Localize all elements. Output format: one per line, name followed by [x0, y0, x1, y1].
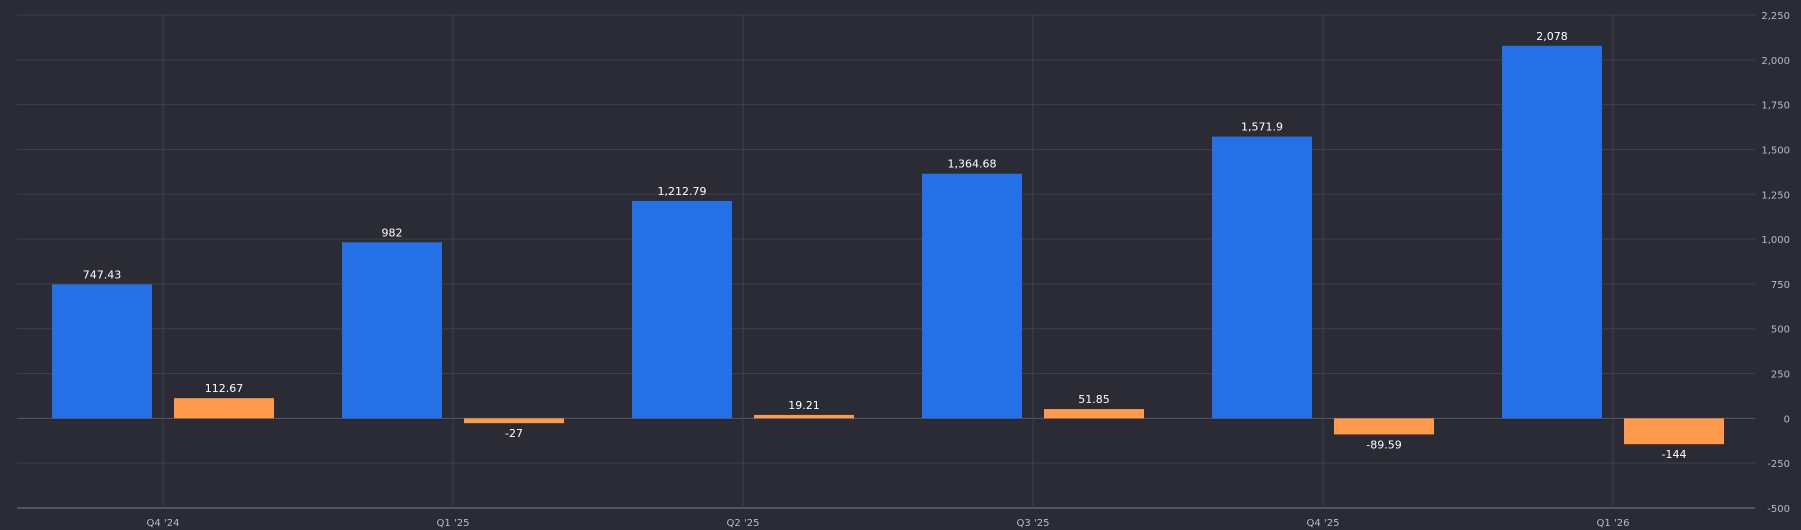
bar-series1 — [1212, 136, 1312, 419]
y-tick-label: 0 — [1784, 414, 1790, 425]
y-tick-label: 2,250 — [1761, 11, 1790, 22]
x-tick-label: Q4 '24 — [147, 518, 180, 529]
bars — [52, 45, 1724, 445]
y-tick-label: 1,000 — [1761, 235, 1790, 246]
y-tick-label: 1,250 — [1761, 190, 1790, 201]
y-tick-label: 2,000 — [1761, 56, 1790, 67]
y-tick-label: 250 — [1771, 370, 1790, 381]
x-tick-label: Q2 '25 — [727, 518, 760, 529]
bar-value-label: 51.85 — [1078, 393, 1110, 406]
y-tick-label: 1,500 — [1761, 145, 1790, 156]
x-tick-label: Q3 '25 — [1017, 518, 1050, 529]
bar-series1 — [922, 173, 1022, 419]
bar-value-label: -89.59 — [1366, 438, 1401, 451]
bar-value-label: 2,078 — [1536, 30, 1568, 43]
x-tick-label: Q1 '26 — [1597, 518, 1630, 529]
value-labels: 747.43 112.67 982 -27 1,212.79 19.21 1,364.68 5… — [83, 30, 1687, 461]
grid — [17, 14, 1755, 509]
y-axis: 2,250 2,000 1,750 1,500 1,250 1,000 750 500 250 0… — [1761, 11, 1790, 515]
bar-value-label: 1,364.68 — [948, 158, 997, 171]
bar-value-label: 1,571.9 — [1241, 121, 1283, 134]
bar-value-label: -144 — [1662, 448, 1687, 461]
bar-series2 — [1624, 418, 1724, 445]
bar-value-label: 112.67 — [205, 382, 244, 395]
y-tick-label: 500 — [1771, 325, 1790, 336]
y-tick-label: 1,750 — [1761, 101, 1790, 112]
y-tick-label: 750 — [1771, 280, 1790, 291]
bar-series2 — [754, 414, 854, 419]
x-tick-label: Q1 '25 — [437, 518, 470, 529]
bar-series1 — [52, 284, 152, 419]
bar-series1 — [1502, 45, 1602, 419]
x-axis: Q4 '24 Q1 '25 Q2 '25 Q3 '25 Q4 '25 Q1 '26 — [147, 518, 1630, 529]
bar-value-label: 982 — [382, 226, 403, 239]
bar-series1 — [342, 242, 442, 419]
bar-value-label: 19.21 — [788, 399, 820, 412]
y-tick-label: -500 — [1767, 504, 1790, 515]
bar-value-label: 1,212.79 — [658, 185, 707, 198]
bar-series2 — [1334, 418, 1434, 435]
bar-series2 — [174, 398, 274, 419]
bar-value-label: -27 — [505, 427, 523, 440]
bar-series2 — [464, 418, 564, 424]
x-tick-label: Q4 '25 — [1307, 518, 1340, 529]
bar-series2 — [1044, 409, 1144, 419]
bar-value-label: 747.43 — [83, 268, 122, 281]
y-tick-label: -250 — [1767, 459, 1790, 470]
bar-series1 — [632, 200, 732, 419]
